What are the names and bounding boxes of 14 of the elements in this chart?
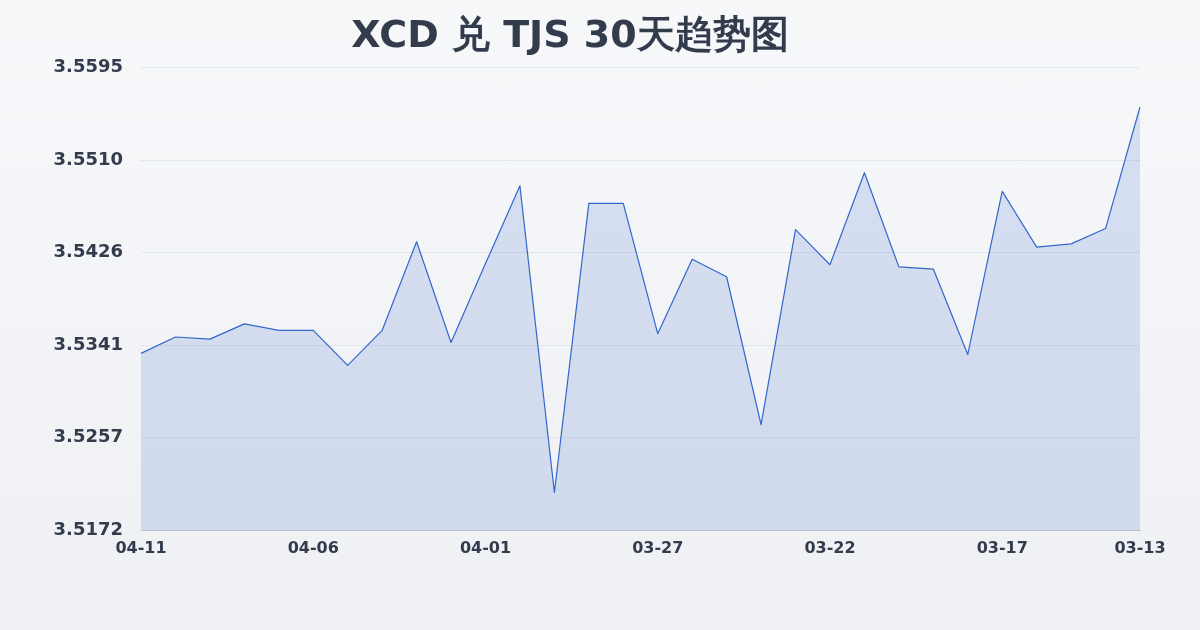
x-tick-label: 04-11 xyxy=(115,537,167,557)
y-tick-label: 3.5426 xyxy=(53,240,123,262)
y-tick-label: 3.5510 xyxy=(53,148,123,170)
y-tick-label: 3.5257 xyxy=(53,425,123,447)
x-tick-label: 04-01 xyxy=(459,537,512,557)
y-tick-label: 3.5595 xyxy=(53,55,123,77)
y-tick-label: 3.5172 xyxy=(53,518,123,540)
x-tick-label: 03-22 xyxy=(804,537,856,557)
x-tick-label: 03-13 xyxy=(1114,537,1166,557)
chart-title: XCD 兑 TJS 30天趋势图 xyxy=(351,11,789,56)
y-tick-label: 3.5341 xyxy=(53,333,123,355)
x-tick-label: 03-27 xyxy=(632,537,684,557)
x-tick-label: 03-17 xyxy=(976,537,1028,557)
x-tick-label: 04-06 xyxy=(287,537,339,557)
